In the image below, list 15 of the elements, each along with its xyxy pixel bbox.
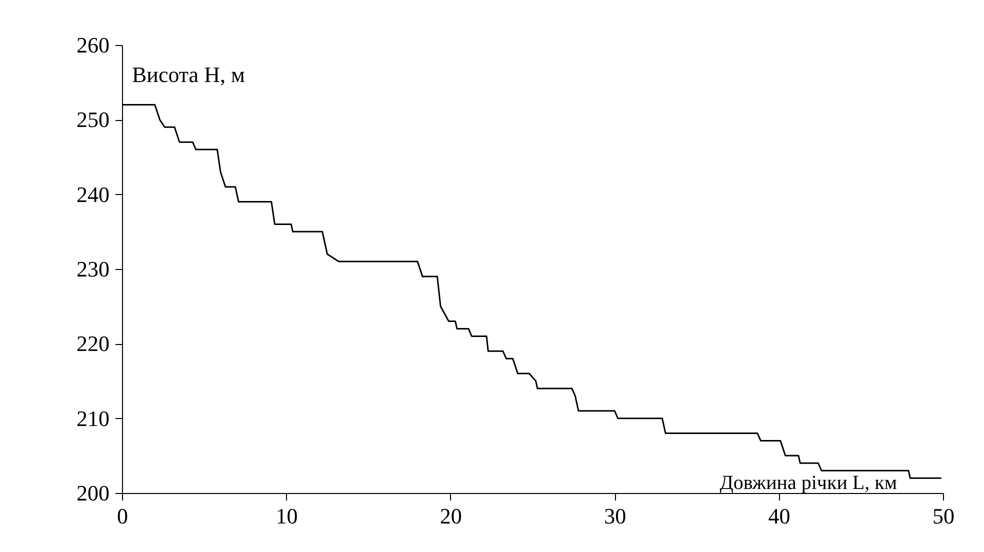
x-axis-title: Довжина річки L, км	[720, 472, 898, 494]
x-tick-label: 10	[276, 504, 298, 528]
x-tick-label: 40	[768, 504, 790, 528]
y-tick-label: 250	[76, 107, 110, 132]
y-tick-label: 260	[76, 32, 110, 58]
x-tick-label: 0	[117, 504, 128, 528]
y-tick-label: 200	[76, 480, 110, 506]
x-tick-label: 30	[604, 504, 626, 528]
x-tick-label: 50	[932, 504, 954, 528]
y-tick-label: 240	[76, 182, 110, 207]
y-axis-title: Висота H, м	[132, 62, 245, 87]
y-tick-label: 220	[76, 331, 110, 356]
x-tick-label: 20	[440, 504, 462, 528]
y-tick-label: 230	[76, 256, 110, 282]
y-tick-label: 210	[76, 406, 110, 431]
